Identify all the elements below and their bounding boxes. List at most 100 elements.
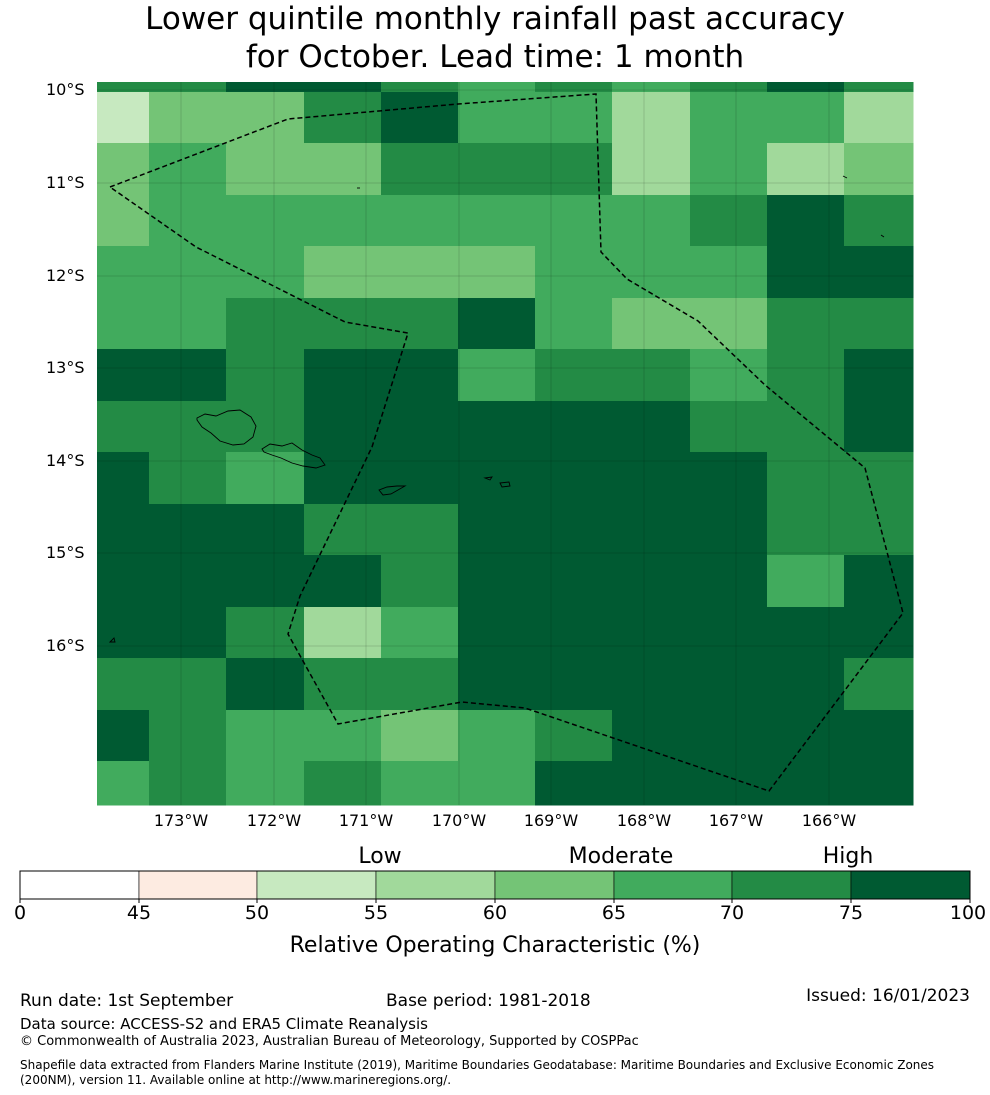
grid-cell	[304, 607, 382, 659]
grid-cell	[226, 658, 305, 711]
grid-cell	[535, 710, 613, 762]
grid-cell	[381, 658, 459, 711]
eez-boundary-line	[108, 93, 904, 792]
grid-cell	[844, 92, 914, 144]
chart-title: Lower quintile monthly rainfall past acc…	[0, 0, 990, 76]
grid-cell	[844, 504, 914, 556]
grid-cell	[612, 504, 691, 556]
grid-cell	[304, 195, 382, 247]
grid-cell	[149, 504, 227, 556]
lon-label-173w: 173°W	[153, 811, 209, 830]
grid-cell	[844, 349, 914, 402]
grid-cell	[226, 92, 305, 144]
grid-cell	[149, 710, 227, 762]
grid-cell	[226, 143, 305, 196]
grid-cell	[844, 401, 914, 453]
grid-cell	[690, 195, 768, 247]
grid-cell	[690, 710, 768, 762]
colorbar-segment	[375, 870, 496, 900]
grid-cell	[458, 298, 536, 350]
grid-cell	[381, 607, 459, 659]
grid-cell	[304, 658, 382, 711]
grid-cell	[304, 246, 382, 299]
grid-cell	[612, 401, 691, 453]
grid-cell	[149, 349, 227, 402]
category-label-low: Low	[358, 844, 402, 869]
grid-cell	[304, 401, 382, 453]
lon-label-171w: 171°W	[338, 811, 394, 830]
grid-cell	[381, 452, 459, 505]
grid-cell	[458, 710, 536, 762]
rainfall-accuracy-grid	[97, 82, 914, 806]
grid-cell	[381, 349, 459, 402]
lat-label-11s: 11°S	[46, 173, 85, 192]
graticule	[97, 82, 913, 805]
island-swains-b	[842, 175, 848, 179]
grid-cell	[381, 246, 459, 299]
grid-cell	[535, 298, 613, 350]
colorbar	[19, 870, 971, 903]
grid-cell	[381, 555, 459, 608]
grid-cell	[458, 761, 536, 806]
grid-cell	[767, 349, 845, 402]
colorbar-tick-100: 100	[949, 902, 987, 924]
grid-cell	[304, 349, 382, 402]
island-tutuila	[378, 485, 407, 496]
grid-cell	[612, 658, 691, 711]
data-source: Data source: ACCESS-S2 and ERA5 Climate …	[20, 1015, 428, 1033]
grid-cell	[690, 246, 768, 299]
grid-cell	[226, 555, 305, 608]
grid-cell	[767, 298, 845, 350]
colorbar-tick-0: 0	[13, 902, 27, 924]
grid-cell	[690, 504, 768, 556]
grid-cell	[97, 710, 150, 762]
grid-cell	[767, 401, 845, 453]
grid-cell	[612, 607, 691, 659]
grid-cell	[381, 401, 459, 453]
grid-cell	[535, 607, 613, 659]
grid-cell	[767, 246, 845, 299]
grid-cell	[226, 82, 305, 93]
colorbar-tick-50: 50	[244, 902, 270, 924]
grid-cell	[767, 761, 845, 806]
grid-cell	[149, 82, 227, 93]
grid-cell	[458, 658, 536, 711]
colorbar-segment	[256, 870, 377, 900]
island-tau	[499, 481, 511, 488]
grid-cell	[767, 195, 845, 247]
lat-label-13s: 13°S	[46, 358, 85, 377]
eez-boundary	[108, 93, 904, 792]
colorbar-segment	[613, 870, 733, 900]
title-line-1: Lower quintile monthly rainfall past acc…	[145, 1, 845, 37]
grid-cell	[767, 555, 845, 608]
island-savaii	[196, 409, 257, 446]
grid-cell	[767, 710, 845, 762]
grid-cell	[612, 555, 691, 608]
grid-cell	[458, 555, 536, 608]
grid-cell	[226, 452, 305, 505]
grid-cell	[97, 349, 150, 402]
grid-cell	[535, 401, 613, 453]
run-date: Run date: 1st September	[20, 991, 234, 1011]
grid-cell	[844, 761, 914, 806]
grid-cell	[612, 349, 691, 402]
grid-cell	[97, 195, 150, 247]
lon-label-169w: 169°W	[523, 811, 579, 830]
grid-cell	[381, 195, 459, 247]
copyright: © Commonwealth of Australia 2023, Austra…	[20, 1034, 639, 1049]
grid-cell	[226, 710, 305, 762]
lat-label-15s: 15°S	[46, 543, 85, 562]
grid-cell	[612, 143, 691, 196]
grid-cell	[97, 82, 150, 93]
grid-cell	[690, 452, 768, 505]
shapefile-credit-line-2: (200NM), version 11. Available online at…	[20, 1073, 452, 1087]
grid-cell	[535, 246, 613, 299]
grid-cell	[381, 143, 459, 196]
grid-cell	[226, 607, 305, 659]
grid-cell	[844, 710, 914, 762]
grid-cell	[458, 82, 536, 93]
colorbar-tick-70: 70	[719, 902, 745, 924]
lat-label-12s: 12°S	[46, 266, 85, 285]
grid-cell	[767, 504, 845, 556]
grid-cell	[844, 555, 914, 608]
